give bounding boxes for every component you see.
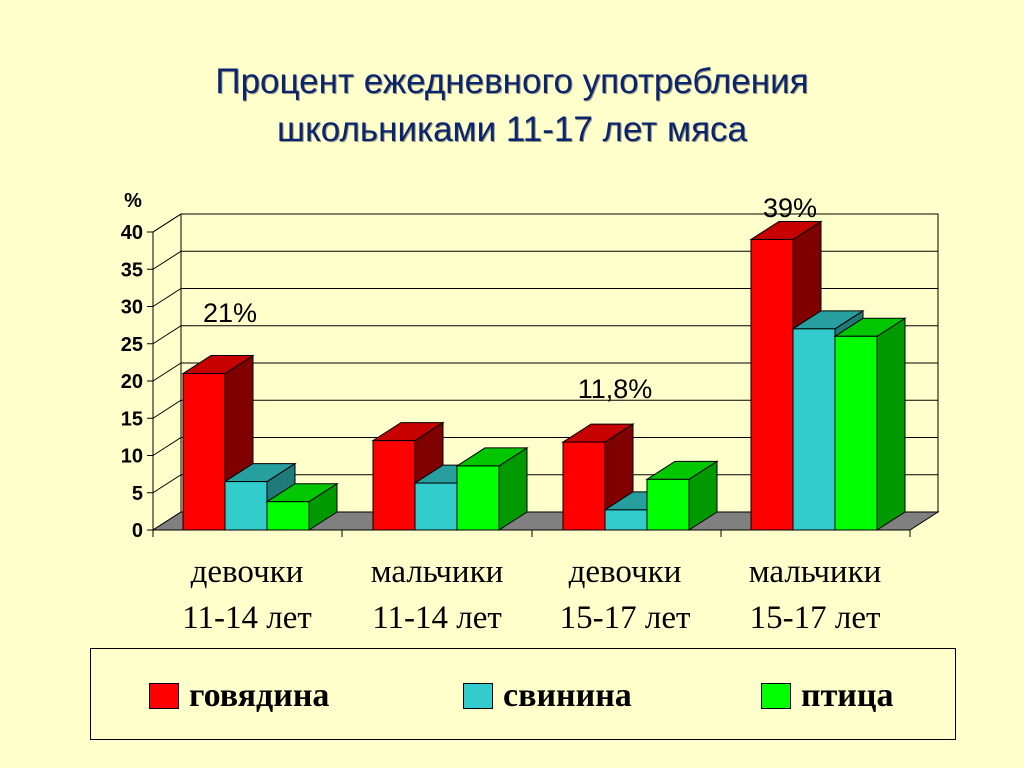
bar-poultry-3	[834, 335, 878, 531]
bar-poultry-3-side	[876, 317, 906, 531]
legend-item-pork: свинина	[463, 676, 632, 716]
y-tick-label: 20	[121, 371, 143, 393]
bar-poultry-2	[646, 478, 690, 531]
gridline	[152, 213, 938, 233]
legend-item-beef: говядина	[149, 676, 329, 716]
legend-label-beef: говядина	[189, 677, 330, 714]
y-tick-label: 35	[121, 259, 143, 281]
bar-pork-2	[604, 509, 648, 531]
bar-beef-2	[562, 441, 606, 531]
legend-item-poultry: птица	[761, 676, 893, 716]
y-tick-label: 30	[121, 297, 143, 319]
legend-swatch-beef	[149, 683, 179, 709]
gridline	[152, 250, 938, 270]
y-tick-label: 5	[132, 483, 143, 505]
y-tick-label: 15	[121, 408, 143, 430]
x-category-label-line1: девочки	[191, 554, 304, 590]
x-category-label-line1: мальчики	[371, 554, 504, 590]
y-tick-label: 0	[132, 520, 143, 542]
bar-beef-1	[372, 440, 416, 531]
bar-poultry-1	[456, 465, 500, 531]
legend-swatch-poultry	[761, 683, 791, 709]
x-category-label-line2: 11-14 лет	[372, 600, 502, 636]
x-category-label-line2: 15-17 лет	[560, 600, 691, 636]
bar-beef-0	[182, 373, 226, 531]
gridline	[152, 325, 938, 345]
data-annotation: 21%	[203, 298, 257, 328]
gridline	[152, 399, 938, 419]
data-annotation: 39%	[763, 193, 817, 223]
bar-pork-0	[224, 481, 268, 531]
bar-poultry-0	[266, 501, 310, 531]
y-axis-label: %	[124, 190, 142, 212]
gridline	[152, 288, 938, 307]
data-annotation: 11,8%	[578, 374, 653, 404]
bar-pork-1	[414, 482, 458, 531]
chart-title: Процент ежедневного употребления школьни…	[0, 58, 1024, 154]
x-category-label-line2: 15-17 лет	[750, 600, 881, 636]
bar-beef-3	[750, 238, 794, 531]
chart-title-line1: Процент ежедневного употребления	[215, 62, 809, 101]
bar-pork-3	[792, 328, 836, 531]
legend-label-pork: свинина	[503, 677, 632, 714]
x-category-label-line1: мальчики	[749, 554, 882, 590]
chart-title-line2: школьниками 11-17 лет мяса	[276, 110, 747, 149]
gridline	[152, 362, 938, 382]
y-tick-label: 40	[121, 222, 143, 244]
x-category-label-line2: 11-14 лет	[182, 600, 312, 636]
x-category-label-line1: девочки	[569, 554, 682, 590]
gridline	[152, 437, 938, 456]
legend: говядина свинина птица	[90, 648, 956, 740]
legend-swatch-pork	[463, 683, 493, 709]
legend-label-poultry: птица	[801, 677, 894, 714]
y-tick-label: 10	[121, 446, 143, 468]
y-tick-label: 25	[121, 334, 143, 356]
